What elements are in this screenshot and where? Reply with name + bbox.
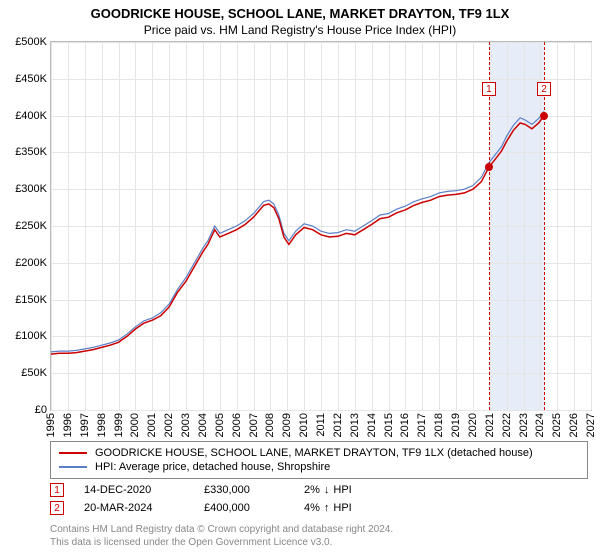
delta-percent: 4% <box>304 502 320 514</box>
x-axis-label: 2016 <box>399 413 411 437</box>
chart-plot-area: £0£50K£100K£150K£200K£250K£300K£350K£400… <box>50 41 592 411</box>
x-axis-label: 2017 <box>416 413 428 437</box>
transaction-date: 20-MAR-2024 <box>84 502 184 514</box>
y-axis-label: £250K <box>15 220 47 232</box>
x-axis-label: 1995 <box>45 413 57 437</box>
x-axis-label: 2027 <box>585 413 597 437</box>
y-axis-label: £50K <box>21 367 47 379</box>
footer-line: This data is licensed under the Open Gov… <box>50 536 588 549</box>
x-axis-label: 2014 <box>366 413 378 437</box>
transaction-price: £330,000 <box>204 484 284 496</box>
x-axis-label: 2012 <box>332 413 344 437</box>
event-marker <box>540 112 548 120</box>
x-axis-label: 2021 <box>484 413 496 437</box>
transaction-row: 1 14-DEC-2020 £330,000 2% ↓HPI <box>50 483 588 497</box>
x-axis-label: 1996 <box>62 413 74 437</box>
transaction-date: 14-DEC-2020 <box>84 484 184 496</box>
event-line <box>489 42 490 410</box>
gridline-h <box>51 410 591 411</box>
x-axis-label: 2018 <box>433 413 445 437</box>
legend-label: GOODRICKE HOUSE, SCHOOL LANE, MARKET DRA… <box>95 447 533 459</box>
x-axis-label: 2022 <box>501 413 513 437</box>
x-axis-label: 2000 <box>129 413 141 437</box>
delta-vs: HPI <box>333 484 351 496</box>
footer-line: Contains HM Land Registry data © Crown c… <box>50 523 588 536</box>
series-svg <box>51 42 591 410</box>
series-hpi <box>51 111 544 352</box>
event-line <box>544 42 545 410</box>
x-axis-label: 2003 <box>180 413 192 437</box>
y-axis-label: £350K <box>15 146 47 158</box>
legend-row: GOODRICKE HOUSE, SCHOOL LANE, MARKET DRA… <box>59 446 579 460</box>
chart-title: GOODRICKE HOUSE, SCHOOL LANE, MARKET DRA… <box>0 0 600 21</box>
x-axis-label: 2020 <box>467 413 479 437</box>
y-axis-label: £400K <box>15 110 47 122</box>
x-axis-label: 1999 <box>113 413 125 437</box>
transaction-flag: 1 <box>50 483 64 497</box>
x-axis-label: 2025 <box>551 413 563 437</box>
footer-attribution: Contains HM Land Registry data © Crown c… <box>50 523 588 549</box>
x-axis-label: 1998 <box>96 413 108 437</box>
x-axis-label: 2009 <box>281 413 293 437</box>
series-property <box>51 116 544 355</box>
transaction-price: £400,000 <box>204 502 284 514</box>
x-axis-label: 2007 <box>248 413 260 437</box>
x-axis-label: 2006 <box>231 413 243 437</box>
gridline-v <box>591 42 592 410</box>
y-axis-label: £150K <box>15 294 47 306</box>
transaction-delta: 4% ↑HPI <box>304 502 352 514</box>
legend: GOODRICKE HOUSE, SCHOOL LANE, MARKET DRA… <box>50 441 588 479</box>
transaction-flag: 2 <box>50 501 64 515</box>
x-axis-label: 2024 <box>534 413 546 437</box>
legend-label: HPI: Average price, detached house, Shro… <box>95 461 330 473</box>
y-axis-label: £500K <box>15 36 47 48</box>
event-marker <box>485 163 493 171</box>
y-axis-label: £450K <box>15 73 47 85</box>
x-axis-label: 2015 <box>383 413 395 437</box>
y-axis-label: £100K <box>15 330 47 342</box>
legend-swatch <box>59 466 87 468</box>
delta-arrow-icon: ↓ <box>324 484 330 496</box>
legend-row: HPI: Average price, detached house, Shro… <box>59 460 579 474</box>
x-axis-label: 2001 <box>146 413 158 437</box>
delta-arrow-icon: ↑ <box>324 502 330 514</box>
x-axis-label: 2002 <box>163 413 175 437</box>
x-axis-label: 2023 <box>518 413 530 437</box>
transaction-row: 2 20-MAR-2024 £400,000 4% ↑HPI <box>50 501 588 515</box>
x-axis-label: 2019 <box>450 413 462 437</box>
y-axis-label: £300K <box>15 183 47 195</box>
x-axis-label: 2004 <box>197 413 209 437</box>
delta-percent: 2% <box>304 484 320 496</box>
transaction-delta: 2% ↓HPI <box>304 484 352 496</box>
x-axis-label: 2026 <box>568 413 580 437</box>
chart-subtitle: Price paid vs. HM Land Registry's House … <box>0 21 600 41</box>
event-flag: 2 <box>537 82 551 96</box>
x-axis-label: 1997 <box>79 413 91 437</box>
event-flag: 1 <box>482 82 496 96</box>
delta-vs: HPI <box>333 502 351 514</box>
x-axis-label: 2005 <box>214 413 226 437</box>
x-axis-label: 2008 <box>264 413 276 437</box>
legend-swatch <box>59 452 87 454</box>
x-axis-label: 2013 <box>349 413 361 437</box>
y-axis-label: £200K <box>15 257 47 269</box>
x-axis-label: 2011 <box>315 413 327 437</box>
x-axis-label: 2010 <box>298 413 310 437</box>
